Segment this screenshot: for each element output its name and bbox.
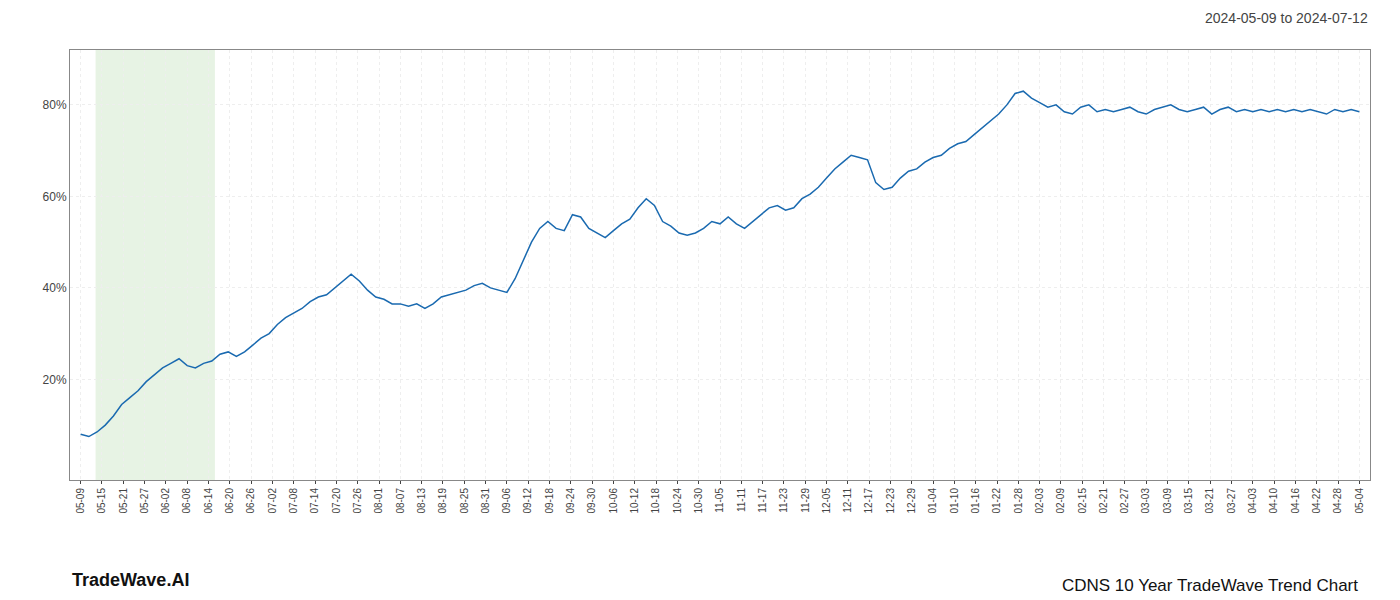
svg-text:04-16: 04-16 [1290,488,1301,514]
svg-text:11-23: 11-23 [778,488,789,513]
svg-text:05-04: 05-04 [1354,488,1365,514]
svg-text:06-08: 06-08 [181,488,192,514]
svg-text:02-15: 02-15 [1077,488,1088,514]
svg-text:12-11: 12-11 [842,488,853,513]
svg-text:11-17: 11-17 [757,488,768,513]
svg-text:03-15: 03-15 [1183,488,1194,514]
svg-text:04-03: 04-03 [1247,488,1258,514]
svg-text:11-29: 11-29 [800,488,811,513]
svg-text:11-11: 11-11 [736,488,747,513]
svg-text:05-21: 05-21 [118,488,129,514]
svg-text:03-27: 03-27 [1226,488,1237,514]
svg-text:06-14: 06-14 [203,488,214,514]
svg-text:04-22: 04-22 [1311,488,1322,514]
svg-text:2024-05-09 to 2024-07-12: 2024-05-09 to 2024-07-12 [1205,10,1368,26]
svg-text:08-07: 08-07 [395,488,406,514]
svg-text:01-28: 01-28 [1013,488,1024,514]
svg-text:08-25: 08-25 [459,488,470,514]
svg-text:12-17: 12-17 [863,488,874,514]
svg-text:11-05: 11-05 [714,488,725,513]
svg-text:02-09: 02-09 [1055,488,1066,514]
svg-text:07-08: 07-08 [288,488,299,514]
svg-text:07-20: 07-20 [331,488,342,514]
svg-text:10-24: 10-24 [672,488,683,514]
svg-text:12-05: 12-05 [821,488,832,514]
svg-text:05-15: 05-15 [96,488,107,514]
svg-text:01-04: 01-04 [927,488,938,514]
svg-text:02-27: 02-27 [1119,488,1130,514]
svg-text:08-19: 08-19 [437,488,448,514]
svg-text:TradeWave.AI: TradeWave.AI [72,570,189,590]
svg-text:60%: 60% [43,190,67,204]
svg-text:03-03: 03-03 [1140,488,1151,514]
svg-text:09-24: 09-24 [565,488,576,514]
svg-text:06-26: 06-26 [245,488,256,514]
svg-text:01-22: 01-22 [991,488,1002,514]
svg-text:08-13: 08-13 [416,488,427,514]
svg-text:04-28: 04-28 [1332,488,1343,514]
svg-text:03-21: 03-21 [1204,488,1215,514]
svg-text:80%: 80% [43,98,67,112]
svg-text:02-03: 02-03 [1034,488,1045,514]
svg-text:06-20: 06-20 [224,488,235,514]
svg-text:12-29: 12-29 [906,488,917,514]
svg-text:07-02: 07-02 [267,488,278,514]
svg-text:20%: 20% [43,373,67,387]
svg-text:07-26: 07-26 [352,488,363,514]
svg-text:40%: 40% [43,281,67,295]
svg-text:01-10: 01-10 [949,488,960,514]
svg-text:10-18: 10-18 [650,488,661,514]
svg-text:09-06: 09-06 [501,488,512,514]
svg-text:09-18: 09-18 [544,488,555,514]
svg-text:05-09: 05-09 [75,488,86,514]
svg-text:03-09: 03-09 [1162,488,1173,514]
svg-text:10-30: 10-30 [693,488,704,514]
svg-text:10-12: 10-12 [629,488,640,514]
svg-text:09-12: 09-12 [522,488,533,514]
svg-text:08-01: 08-01 [373,488,384,514]
svg-text:04-10: 04-10 [1268,488,1279,514]
svg-text:01-16: 01-16 [970,488,981,514]
svg-text:12-23: 12-23 [885,488,896,514]
svg-text:08-31: 08-31 [480,488,491,514]
svg-text:07-14: 07-14 [309,488,320,514]
svg-text:06-02: 06-02 [160,488,171,514]
svg-text:CDNS 10 Year TradeWave Trend C: CDNS 10 Year TradeWave Trend Chart [1062,576,1358,595]
svg-text:10-06: 10-06 [608,488,619,514]
svg-text:05-27: 05-27 [139,488,150,514]
svg-text:02-21: 02-21 [1098,488,1109,514]
svg-text:09-30: 09-30 [586,488,597,514]
